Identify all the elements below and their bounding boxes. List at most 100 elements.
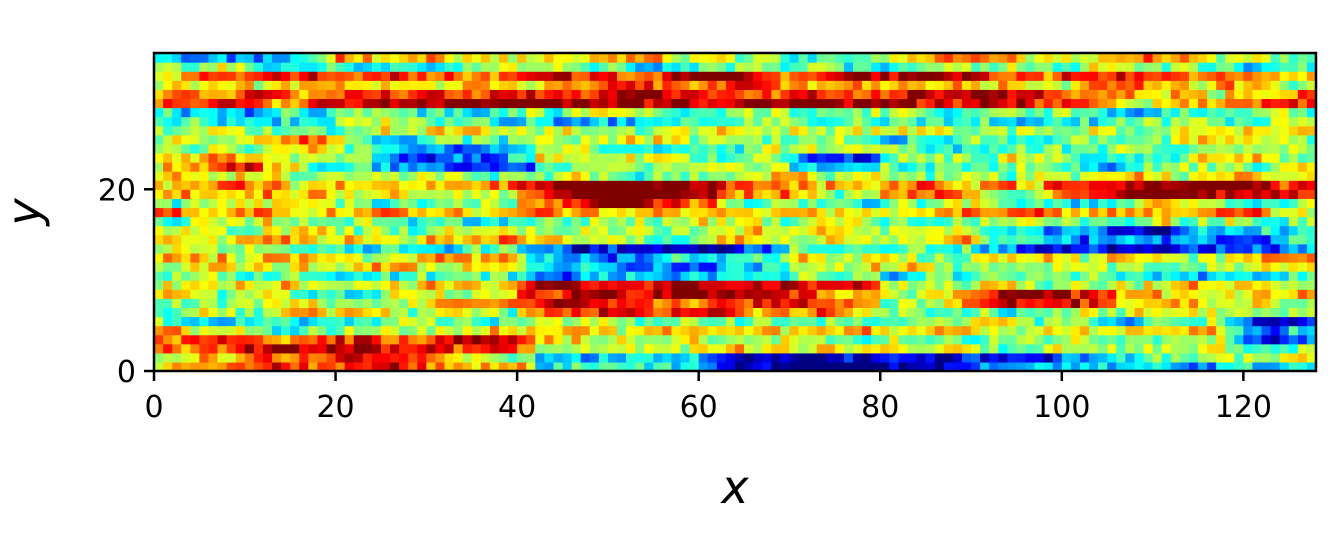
heatmap-cell (1261, 107, 1272, 118)
heatmap-cell (971, 234, 981, 245)
heatmap-cell (1252, 125, 1263, 136)
heatmap-cell (517, 89, 527, 100)
heatmap-cell (771, 243, 781, 254)
heatmap-cell (362, 225, 373, 236)
heatmap-cell (1152, 143, 1163, 154)
heatmap-cell (489, 53, 500, 63)
heatmap-cell (653, 280, 663, 290)
heatmap-cell (1125, 316, 1136, 327)
heatmap-cell (880, 80, 890, 90)
heatmap-cell (1261, 98, 1272, 109)
heatmap-cell (680, 352, 691, 363)
heatmap-cell (1143, 116, 1154, 127)
heatmap-cell (480, 162, 491, 172)
heatmap-cell (1016, 62, 1027, 72)
heatmap-cell (762, 80, 772, 90)
heatmap-cell (971, 171, 981, 181)
heatmap-cell (1306, 271, 1317, 281)
heatmap-cell (1007, 171, 1018, 181)
heatmap-cell (689, 198, 700, 209)
heatmap-cell (208, 98, 219, 109)
heatmap-cell (1297, 171, 1308, 181)
heatmap-cell (535, 307, 545, 318)
heatmap-cell (244, 207, 255, 218)
heatmap-cell (353, 361, 364, 372)
heatmap-cell (1107, 207, 1117, 218)
heatmap-cell (1170, 198, 1181, 209)
heatmap-cell (589, 189, 600, 199)
heatmap-cell (489, 243, 500, 254)
heatmap-cell (362, 361, 373, 372)
heatmap-cell (1161, 271, 1172, 281)
heatmap-cell (462, 62, 473, 72)
heatmap-cell (1152, 289, 1163, 299)
heatmap-cell (508, 180, 518, 190)
heatmap-cell (1070, 62, 1081, 72)
heatmap-cell (589, 216, 600, 227)
heatmap-cell (1270, 334, 1281, 345)
heatmap-cell (961, 289, 972, 299)
heatmap-cell (1143, 98, 1154, 109)
heatmap-cell (662, 125, 673, 136)
heatmap-cell (1197, 271, 1208, 281)
heatmap-cell (1161, 62, 1172, 72)
heatmap-cell (907, 225, 918, 236)
heatmap-cell (1216, 316, 1226, 327)
heatmap-cell (925, 198, 936, 209)
heatmap-cell (1125, 171, 1136, 181)
heatmap-cell (253, 152, 264, 163)
heatmap-cell (816, 134, 827, 145)
heatmap-cell (1306, 216, 1317, 227)
heatmap-cell (1161, 307, 1172, 318)
heatmap-cell (462, 162, 473, 172)
heatmap-cell (190, 325, 200, 336)
heatmap-cell (871, 289, 881, 299)
heatmap-cell (798, 171, 809, 181)
heatmap-cell (1079, 252, 1090, 263)
heatmap-cell (562, 225, 573, 236)
heatmap-cell (725, 343, 736, 354)
heatmap-cell (1179, 89, 1190, 100)
heatmap-cell (399, 334, 409, 345)
heatmap-cell (725, 316, 736, 327)
heatmap-cell (952, 143, 963, 154)
heatmap-cell (961, 207, 972, 218)
heatmap-cell (825, 298, 836, 308)
heatmap-cell (508, 298, 518, 308)
heatmap-cell (961, 125, 972, 136)
heatmap-cell (453, 171, 464, 181)
heatmap-cell (1034, 207, 1045, 218)
heatmap-cell (390, 89, 400, 100)
heatmap-cell (725, 71, 736, 81)
heatmap-cell (544, 89, 555, 100)
heatmap-cell (480, 180, 491, 190)
heatmap-cell (317, 98, 328, 109)
heatmap-cell (916, 180, 927, 190)
heatmap-cell (789, 261, 800, 272)
heatmap-cell (1007, 134, 1018, 145)
heatmap-cell (952, 71, 963, 81)
heatmap-cell (262, 307, 273, 318)
heatmap-cell (989, 316, 999, 327)
heatmap-cell (762, 225, 772, 236)
heatmap-cell (1270, 343, 1281, 354)
heatmap-cell (644, 180, 654, 190)
heatmap-cell (281, 125, 291, 136)
heatmap-cell (598, 307, 609, 318)
heatmap-cell (780, 316, 791, 327)
heatmap-cell (735, 361, 745, 372)
heatmap-cell (580, 125, 591, 136)
heatmap-cell (1034, 143, 1045, 154)
heatmap-cell (952, 280, 963, 290)
heatmap-cell (1225, 289, 1235, 299)
heatmap-cell (1270, 80, 1281, 90)
heatmap-cell (834, 198, 845, 209)
heatmap-cell (1306, 189, 1317, 199)
heatmap-cell (1279, 361, 1290, 372)
heatmap-cell (898, 171, 909, 181)
heatmap-cell (526, 361, 536, 372)
heatmap-cell (1161, 334, 1172, 345)
heatmap-cell (290, 280, 300, 290)
heatmap-cell (1079, 334, 1090, 345)
heatmap-cell (653, 107, 663, 118)
